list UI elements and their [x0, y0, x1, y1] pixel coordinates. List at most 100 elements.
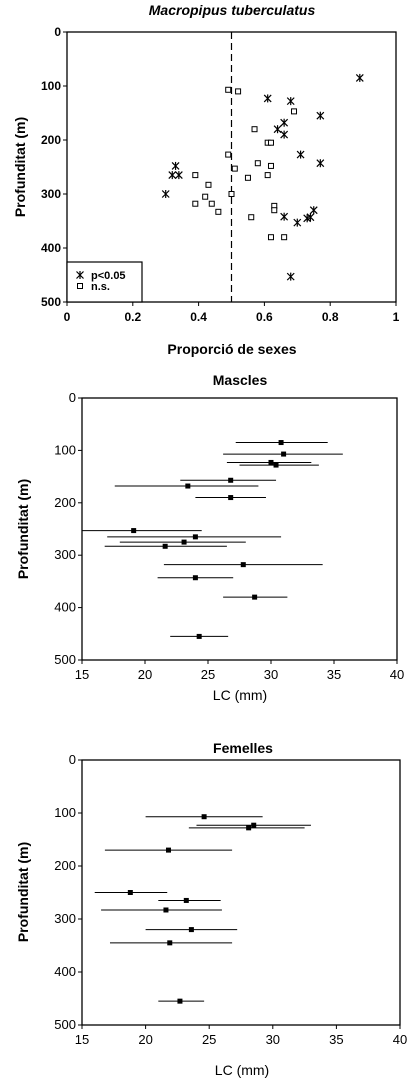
chart2-title: Mascles: [213, 372, 268, 388]
chart2-x-tick-label: 35: [327, 667, 341, 682]
sex-ratio-scatter-chart: Macropipus tuberculatus 0 0.2 0.4 0.6 0.8 1 0 1…: [12, 2, 400, 357]
non-significant-point: [267, 139, 274, 146]
chart1-y-tick-label: 300: [41, 187, 61, 201]
chart3-x-tick-label: 30: [266, 1032, 280, 1047]
legend-asterisk-marker: [76, 271, 84, 279]
significant-point: [161, 190, 170, 198]
significant-point: [280, 130, 289, 139]
chart2-x-tick-label: 25: [201, 667, 215, 682]
chart3-y-tick-label: 500: [54, 1017, 76, 1032]
chart2-mean-marker: [281, 451, 287, 457]
chart3-plot-frame: [81, 759, 401, 1026]
chart2-mean-marker: [228, 495, 234, 501]
chart3-mean-marker: [246, 825, 252, 831]
chart2-mean-marker: [162, 543, 168, 549]
chart1-x-tick-label: 0: [64, 310, 71, 324]
significant-point: [309, 206, 318, 215]
non-significant-point: [208, 200, 215, 207]
chart3-mean-marker: [165, 847, 171, 853]
chart2-mean-marker: [192, 534, 198, 540]
significant-point: [168, 171, 177, 180]
chart1-y-tick-label: 200: [41, 133, 61, 147]
significant-point: [316, 159, 325, 168]
non-significant-point: [254, 160, 261, 167]
chart3-mean-marker: [167, 940, 173, 946]
chart1-title: Macropipus tuberculatus: [149, 2, 316, 18]
chart3-x-tick-label: 25: [202, 1032, 216, 1047]
chart3-x-tick-label: 40: [393, 1032, 407, 1047]
legend-square-marker: [77, 283, 83, 289]
significant-point: [280, 118, 289, 127]
significant-point: [273, 125, 282, 134]
chart3-x-tick-label: 20: [138, 1032, 152, 1047]
chart3-y-tick-label: 400: [54, 964, 76, 979]
non-significant-point: [225, 86, 232, 93]
chart2-plot-frame: [81, 397, 398, 661]
non-significant-point: [281, 234, 288, 241]
chart2-mean-marker: [196, 633, 202, 639]
chart1-y-axis-label: Profunditat (m): [12, 117, 28, 217]
significant-point: [280, 212, 289, 221]
significant-point: [286, 272, 295, 281]
chart2-mean-marker: [252, 594, 258, 600]
chart2-mean-marker: [228, 477, 234, 483]
significant-point: [171, 161, 180, 170]
chart1-y-tick-label: 0: [54, 25, 61, 39]
chart1-y-tick-label: 500: [41, 295, 61, 309]
chart2-mean-marker: [268, 459, 274, 465]
non-significant-point: [228, 191, 235, 197]
chart3-x-axis-label: LC (mm): [215, 1062, 269, 1078]
chart2-x-tick-label: 40: [390, 667, 404, 682]
non-significant-point: [248, 214, 255, 221]
chart2-x-tick-label: 30: [264, 667, 278, 682]
non-significant-point: [235, 88, 242, 95]
chart2-mean-marker: [278, 440, 284, 446]
significant-point: [296, 150, 305, 159]
chart3-mean-marker: [188, 927, 194, 933]
chart3-y-tick-label: 0: [69, 752, 76, 767]
chart3-y-tick-label: 200: [54, 858, 76, 873]
chart1-x-tick-label: 0.8: [322, 310, 339, 324]
chart3-mean-marker: [163, 907, 169, 913]
chart1-x-tick-label: 0.2: [124, 310, 141, 324]
chart3-title: Femelles: [213, 740, 273, 756]
non-significant-point: [231, 165, 238, 172]
non-significant-point: [192, 172, 199, 179]
chart2-x-axis-label: LC (mm): [213, 687, 267, 703]
significant-point: [303, 214, 312, 223]
chart2-mean-marker: [185, 483, 191, 489]
chart1-y-tick-label: 400: [41, 241, 61, 255]
non-significant-point: [225, 151, 232, 158]
chart2-mean-marker: [192, 575, 198, 581]
chart3-mean-marker: [201, 814, 207, 820]
chart2-y-tick-label: 200: [54, 495, 76, 510]
chart3-mean-marker: [177, 998, 183, 1004]
non-significant-point: [271, 207, 278, 214]
chart3-x-tick-label: 15: [75, 1032, 89, 1047]
significant-point: [286, 97, 295, 106]
chart2-x-tick-label: 20: [138, 667, 152, 682]
significant-point: [293, 218, 302, 227]
chart1-x-tick-label: 1: [393, 310, 400, 324]
chart1-x-tick-label: 0.6: [256, 310, 273, 324]
non-significant-point: [264, 172, 271, 179]
chart3-x-tick-label: 35: [329, 1032, 343, 1047]
non-significant-point: [267, 234, 274, 241]
chart2-mean-marker: [181, 539, 187, 545]
non-significant-point: [244, 174, 251, 181]
chart1-x-tick-label: 0.4: [190, 310, 207, 324]
chart2-y-tick-label: 100: [54, 442, 76, 457]
chart2-y-axis-label: Profunditat (m): [15, 479, 31, 579]
chart3-mean-marker: [251, 822, 257, 828]
non-significant-point: [192, 200, 199, 207]
chart2-mean-marker: [273, 462, 279, 468]
chart2-mean-marker: [131, 528, 137, 534]
non-significant-point: [267, 162, 274, 169]
chart3-y-tick-label: 300: [54, 911, 76, 926]
chart3-y-axis-label: Profunditat (m): [15, 842, 31, 942]
chart1-legend-box: [66, 261, 143, 303]
non-significant-point: [291, 108, 298, 115]
chart1-x-axis-label: Proporció de sexes: [167, 341, 296, 357]
